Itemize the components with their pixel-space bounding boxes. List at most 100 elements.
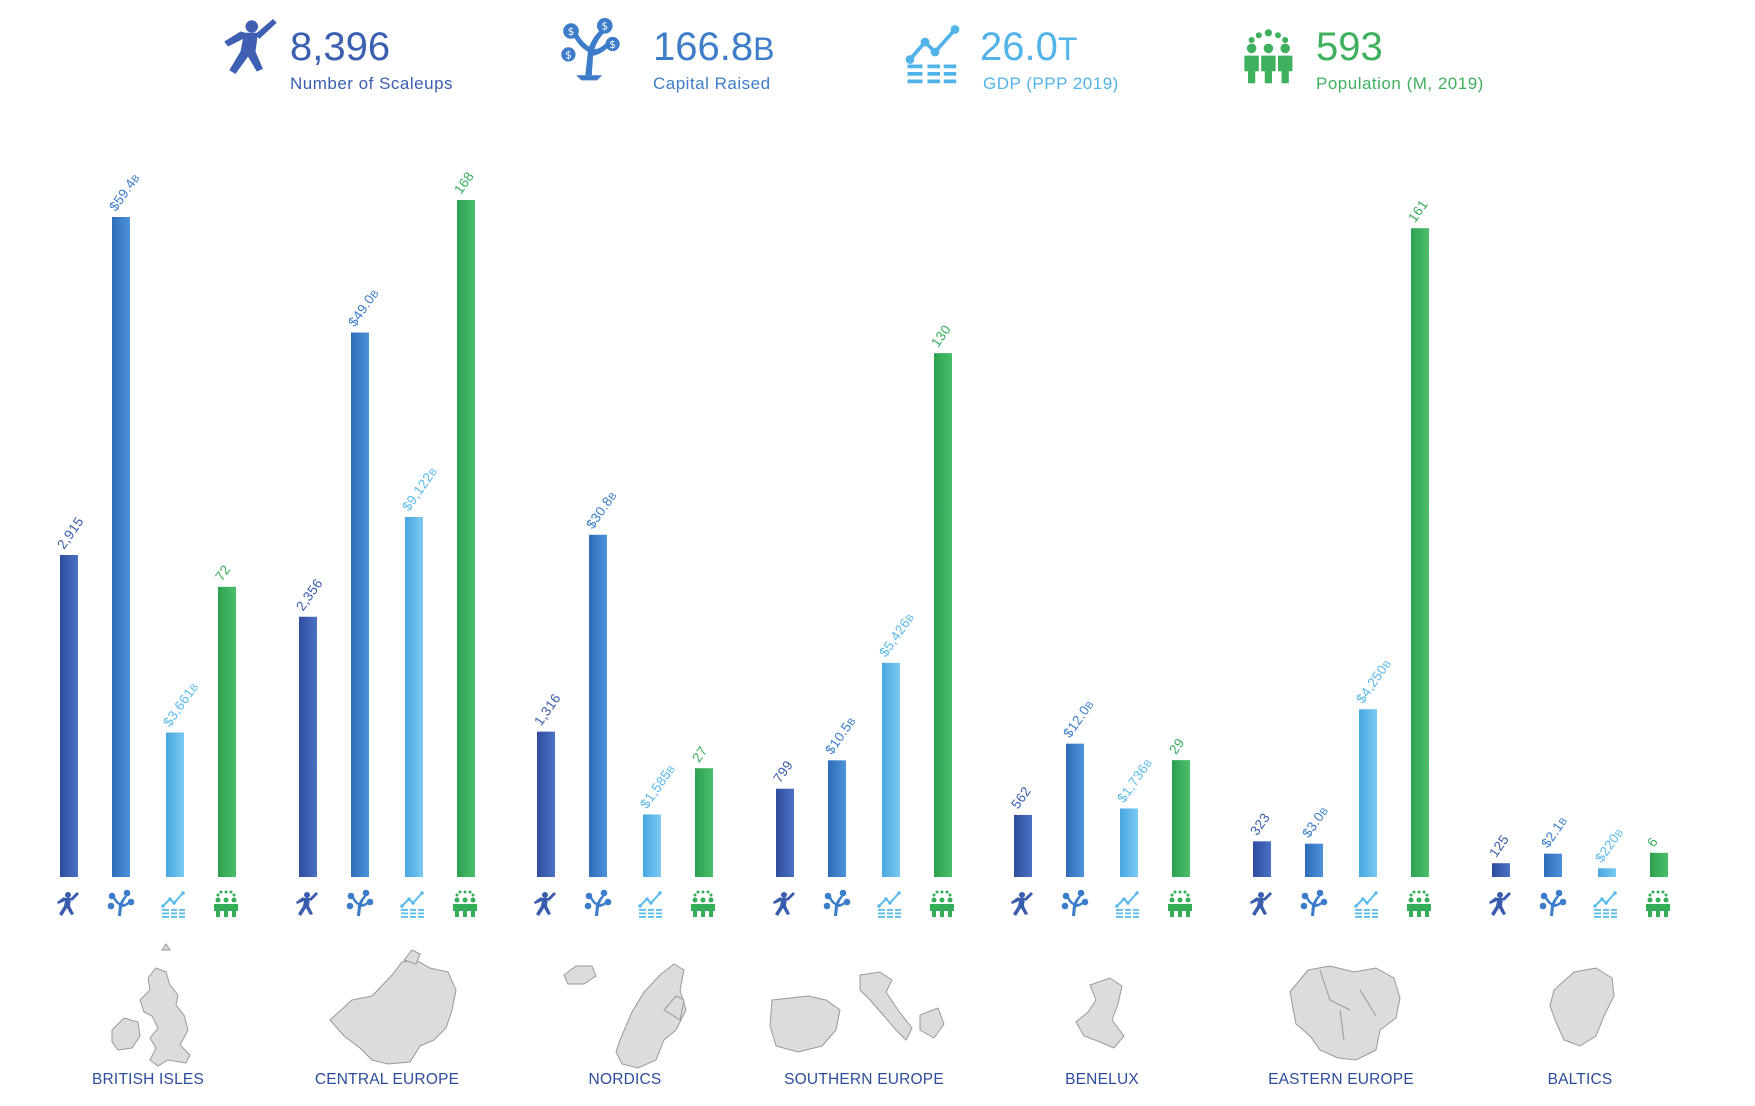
- bar-label-gdp-4: $1,736B: [1114, 756, 1155, 806]
- growth-chart-icon: [905, 25, 960, 84]
- series-icon-gdp-0: [161, 891, 185, 918]
- map-eastern-europe-icon: [1289, 965, 1401, 1061]
- series-icon-scaleups-6: [1489, 892, 1511, 916]
- map-central-europe-icon: [329, 949, 457, 1065]
- bar-capital-4: [1066, 743, 1084, 877]
- jumping-person-icon: [224, 19, 277, 74]
- bar-label-population-1: 168: [451, 169, 477, 197]
- kpi-capital-value: 166.8B: [653, 25, 774, 69]
- bar-capital-6: [1544, 853, 1562, 877]
- bar-scaleups-6: [1492, 863, 1510, 877]
- bar-label-population-5: 161: [1405, 197, 1431, 225]
- bar-label-capital-1: $49.0B: [345, 286, 382, 329]
- bar-capital-1: [351, 332, 369, 877]
- series-icon-gdp-4: [1115, 891, 1139, 918]
- bar-label-gdp-1: $9,122B: [399, 464, 440, 514]
- bar-gdp-4: [1120, 808, 1138, 877]
- bar-label-gdp-0: $3,661B: [160, 680, 201, 730]
- bar-label-population-0: 72: [212, 562, 233, 583]
- series-icon-gdp-6: [1593, 891, 1617, 918]
- money-tree-icon: $ $$$: [561, 18, 620, 81]
- bar-label-gdp-2: $1,585B: [637, 762, 678, 812]
- region-label-4: BENELUX: [1065, 1071, 1139, 1088]
- bar-gdp-1: [405, 517, 423, 877]
- bar-capital-3: [828, 760, 846, 877]
- bar-population-6: [1650, 852, 1668, 877]
- bar-gdp-3: [882, 662, 900, 877]
- bar-label-scaleups-6: 125: [1486, 832, 1512, 860]
- svg-text:$: $: [568, 26, 575, 38]
- bar-population-1: [457, 200, 475, 877]
- series-icon-capital-3: [823, 889, 851, 916]
- bar-label-population-4: 29: [1166, 735, 1187, 756]
- bar-label-scaleups-1: 2,356: [293, 576, 326, 614]
- series-icon-scaleups-2: [534, 892, 556, 916]
- bar-population-2: [695, 768, 713, 877]
- kpi-scaleups: 8,396 Number of Scaleups: [224, 19, 453, 93]
- series-icon-population-1: [453, 890, 477, 917]
- series-icon-capital-4: [1061, 889, 1089, 916]
- bar-population-5: [1411, 228, 1429, 878]
- series-icon-capital-2: [584, 889, 612, 916]
- kpi-gdp-value: 26.0T: [980, 25, 1077, 69]
- bar-scaleups-4: [1014, 814, 1032, 877]
- series-icon-population-4: [1168, 890, 1192, 917]
- series-icon-capital-1: [346, 889, 374, 916]
- bar-scaleups-3: [776, 788, 794, 877]
- map-baltics-icon: [1549, 967, 1615, 1047]
- bar-label-scaleups-3: 799: [770, 758, 796, 786]
- bar-capital-0: [112, 217, 130, 877]
- series-icon-gdp-3: [877, 891, 901, 918]
- svg-text:$: $: [601, 21, 608, 33]
- bar-scaleups-1: [299, 616, 317, 877]
- bar-population-4: [1172, 760, 1190, 877]
- bar-label-scaleups-2: 1,316: [531, 691, 564, 729]
- svg-text:$: $: [609, 39, 616, 51]
- map-british-isles-icon: [111, 943, 191, 1067]
- map-benelux-icon: [1075, 977, 1125, 1049]
- bar-population-3: [934, 353, 952, 877]
- bar-label-capital-6: $2.1B: [1538, 814, 1570, 851]
- bar-label-gdp-5: $4,250B: [1353, 656, 1394, 706]
- bar-label-population-3: 130: [928, 322, 954, 350]
- bar-label-capital-0: $59.4B: [106, 170, 143, 213]
- bar-label-capital-3: $10.5B: [822, 714, 859, 757]
- region-label-1: CENTRAL EUROPE: [315, 1071, 459, 1088]
- region-label-5: EASTERN EUROPE: [1268, 1071, 1414, 1088]
- series-icons-layer: [57, 889, 1670, 918]
- bar-label-gdp-3: $5,426B: [876, 610, 917, 660]
- series-icon-gdp-5: [1354, 891, 1378, 918]
- kpi-population: 593 Population (M, 2019): [1244, 25, 1483, 93]
- bars-layer: [60, 200, 1668, 878]
- series-icon-scaleups-3: [773, 892, 795, 916]
- bar-label-scaleups-0: 2,915: [54, 514, 87, 552]
- series-icon-population-5: [1407, 890, 1431, 917]
- kpi-capital: $ $$$ 166.8B Capital Raised: [561, 18, 774, 93]
- region-labels-layer: BRITISH ISLES CENTRAL EUROPE NORDICS SOUTHE…: [92, 1071, 1612, 1088]
- series-icon-scaleups-0: [57, 892, 79, 916]
- kpi-population-label: Population (M, 2019): [1316, 74, 1484, 93]
- kpi-scaleups-label: Number of Scaleups: [290, 74, 453, 93]
- kpi-gdp-label: GDP (PPP 2019): [983, 74, 1119, 93]
- bar-capital-2: [589, 534, 607, 877]
- bar-label-gdp-6: $220B: [1592, 825, 1626, 865]
- bar-gdp-5: [1359, 709, 1377, 877]
- kpi-scaleups-value: 8,396: [290, 25, 390, 69]
- bar-gdp-2: [643, 814, 661, 877]
- series-icon-population-3: [930, 890, 954, 917]
- bar-label-capital-5: $3.0B: [1299, 804, 1331, 841]
- bar-label-scaleups-5: 323: [1247, 810, 1273, 838]
- region-label-2: NORDICS: [589, 1071, 662, 1088]
- bar-scaleups-2: [537, 731, 555, 877]
- region-label-6: BALTICS: [1548, 1071, 1613, 1088]
- series-icon-gdp-2: [638, 891, 662, 918]
- kpi-population-value: 593: [1316, 25, 1383, 69]
- series-icon-population-6: [1646, 890, 1670, 917]
- kpi-gdp: 26.0T GDP (PPP 2019): [905, 25, 1119, 93]
- people-group-icon: [1244, 29, 1293, 84]
- bar-label-population-6: 6: [1644, 835, 1661, 850]
- series-icon-gdp-1: [400, 891, 424, 918]
- bar-gdp-0: [166, 732, 184, 877]
